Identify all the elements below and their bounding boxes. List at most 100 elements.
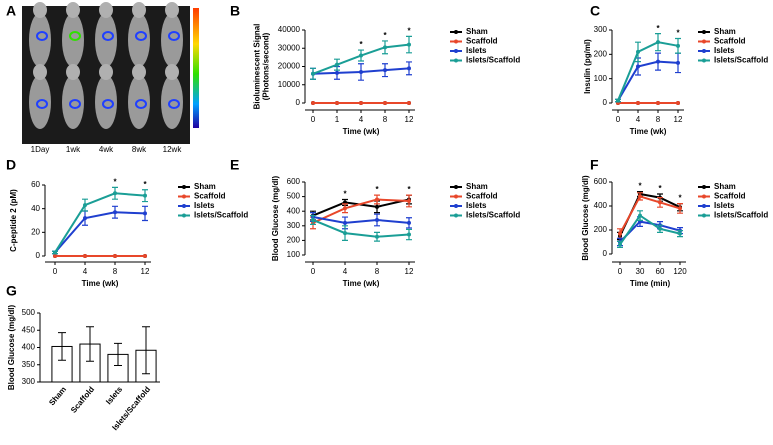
significance-marker: *	[359, 40, 363, 49]
mouse-head	[33, 64, 47, 80]
y-tick-label: 300	[594, 25, 608, 34]
y-axis-label: (Photons/second)	[262, 32, 271, 100]
legend-marker	[454, 194, 458, 199]
x-tick-label: 1	[335, 115, 340, 124]
mouse	[128, 75, 150, 129]
legend-label: Sham	[714, 27, 736, 36]
signal	[69, 99, 81, 109]
data-point	[311, 71, 315, 76]
legend-marker	[454, 204, 458, 208]
error-bar	[142, 326, 150, 375]
data-point	[359, 69, 363, 74]
series-line	[312, 198, 410, 224]
data-point	[53, 254, 57, 258]
legend-label: Scaffold	[466, 37, 498, 46]
data-point	[638, 194, 642, 199]
data-point	[407, 42, 411, 47]
signal	[36, 31, 48, 41]
y-tick-label: 500	[22, 308, 36, 317]
data-point	[83, 203, 87, 208]
legend-label: Islets/Scaffold	[466, 211, 520, 220]
legend-marker	[182, 194, 186, 199]
data-point	[636, 101, 640, 105]
legend-marker	[702, 204, 706, 208]
data-point	[638, 213, 642, 218]
data-point	[656, 101, 660, 105]
timepoint-label: 12wk	[163, 145, 183, 154]
series-line	[617, 60, 679, 102]
timepoint-label: 8wk	[132, 145, 147, 154]
y-tick-label: 300	[22, 377, 36, 386]
y-tick-label: 20	[31, 227, 40, 236]
legend-label: Scaffold	[714, 192, 746, 201]
data-point	[407, 66, 411, 71]
error-bar	[86, 326, 94, 362]
series-line	[54, 211, 146, 254]
data-point	[143, 193, 147, 198]
mouse	[62, 75, 84, 129]
panel-label: E	[230, 157, 239, 173]
data-point	[656, 59, 660, 64]
y-tick-label: 400	[287, 206, 301, 215]
data-point	[343, 220, 347, 225]
y-tick-label: 350	[22, 360, 36, 369]
y-tick-label: 0	[603, 249, 608, 258]
data-point	[113, 254, 117, 258]
y-tick-label: 40	[31, 204, 40, 213]
legend-label: Islets	[714, 201, 735, 210]
data-point	[678, 231, 682, 236]
data-point	[618, 231, 622, 236]
series-line	[54, 192, 146, 253]
series-line	[619, 195, 681, 235]
legend-marker	[454, 185, 458, 189]
data-point	[53, 250, 57, 255]
legend-marker	[454, 213, 458, 218]
y-tick-label: 200	[594, 49, 608, 58]
x-tick-label: 12	[405, 115, 414, 124]
timepoint-label: 1wk	[66, 145, 81, 154]
x-axis-label: Time (wk)	[630, 127, 667, 136]
significance-marker: *	[638, 182, 642, 191]
data-point	[618, 242, 622, 247]
y-tick-label: 100	[594, 74, 608, 83]
legend-marker	[182, 185, 186, 189]
data-point	[656, 40, 660, 45]
x-tick-label: Scaffold	[69, 385, 96, 415]
y-tick-label: 600	[594, 177, 608, 186]
signal	[69, 31, 81, 41]
legend-marker	[454, 49, 458, 53]
signal	[102, 31, 114, 41]
x-tick-label: 0	[311, 115, 316, 124]
significance-marker: *	[658, 184, 662, 193]
panel-label: B	[230, 3, 240, 19]
panel: C Insulin (pg/ml) 0 100 200 300 0 4 8 12 Time (wk)…	[583, 3, 768, 136]
panel: G Blood Glucose (mg/dl) 300 350 400 450 500 Sha…	[6, 283, 160, 432]
x-axis-label: Time (wk)	[82, 279, 119, 288]
timepoint-label: 4wk	[99, 145, 114, 154]
mouse-head	[33, 2, 47, 18]
panel-label: D	[6, 157, 16, 173]
mouse	[95, 75, 117, 129]
legend-label: Islets	[194, 201, 215, 210]
legend-label: Sham	[466, 182, 488, 191]
legend-marker	[702, 194, 706, 199]
legend-marker	[702, 49, 706, 53]
error-bar	[58, 332, 66, 361]
data-point	[335, 70, 339, 75]
data-point	[383, 101, 387, 105]
y-axis-label: Blood Glucose (mg/dl)	[7, 305, 16, 391]
data-point	[375, 197, 379, 202]
series-line	[619, 220, 681, 243]
significance-marker: *	[143, 180, 147, 189]
x-tick-label: 120	[673, 267, 687, 276]
mouse	[29, 75, 51, 129]
significance-marker: *	[343, 190, 347, 199]
mouse-head	[132, 2, 146, 18]
legend-marker	[702, 39, 706, 44]
mouse-head	[99, 2, 113, 18]
series-line	[312, 198, 410, 217]
significance-marker: *	[375, 185, 379, 194]
data-point	[335, 62, 339, 67]
x-tick-label: 12	[674, 115, 683, 124]
